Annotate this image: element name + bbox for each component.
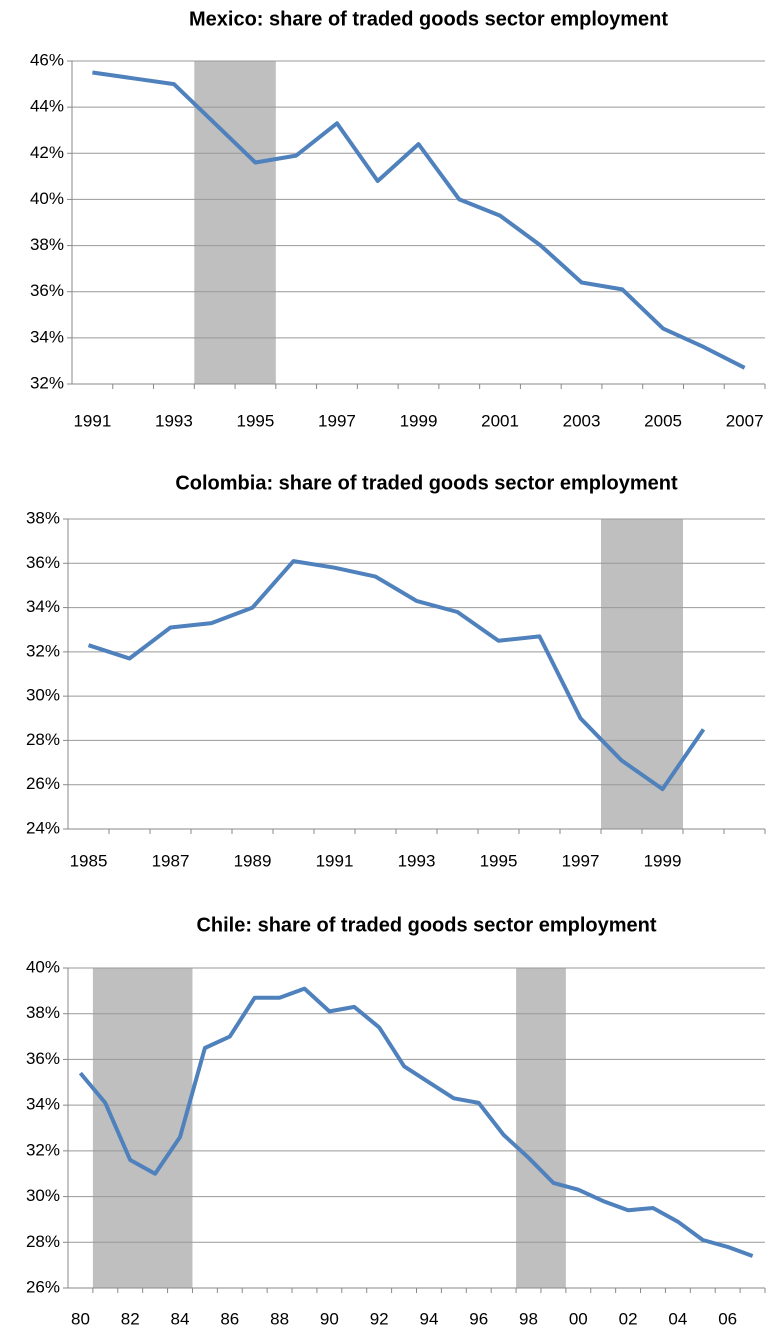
line-series bbox=[92, 70, 746, 370]
line-series bbox=[87, 559, 706, 792]
y-tick-label: 26% bbox=[26, 1277, 60, 1296]
y-tick-label: 30% bbox=[26, 686, 60, 705]
x-tick-label: 1997 bbox=[562, 851, 600, 870]
x-tick-label: 1991 bbox=[316, 851, 354, 870]
y-tick-label: 26% bbox=[26, 774, 60, 793]
chart-title: Colombia: share of traded goods sector e… bbox=[175, 472, 678, 494]
y-tick-label: 34% bbox=[26, 597, 60, 616]
line-series bbox=[78, 986, 754, 1258]
x-tick-label: 1999 bbox=[400, 411, 438, 430]
y-tick-label: 36% bbox=[26, 553, 60, 572]
x-tick-label: 1993 bbox=[398, 851, 436, 870]
shaded-period bbox=[516, 968, 566, 1288]
x-tick-label: 92 bbox=[370, 1309, 389, 1328]
x-tick-label: 1987 bbox=[152, 851, 190, 870]
x-tick-label: 82 bbox=[121, 1309, 140, 1328]
x-tick-label: 1993 bbox=[155, 411, 193, 430]
x-tick-label: 2003 bbox=[563, 411, 601, 430]
x-tick-label: 80 bbox=[71, 1309, 90, 1328]
y-tick-label: 28% bbox=[26, 1232, 60, 1251]
y-tick-label: 32% bbox=[26, 641, 60, 660]
x-tick-label: 90 bbox=[320, 1309, 339, 1328]
x-tick-label: 86 bbox=[220, 1309, 239, 1328]
x-tick-label: 1997 bbox=[318, 411, 356, 430]
y-tick-label: 38% bbox=[30, 235, 64, 254]
y-tick-label: 40% bbox=[30, 189, 64, 208]
x-tick-label: 98 bbox=[519, 1309, 538, 1328]
x-tick-label: 84 bbox=[171, 1309, 190, 1328]
x-tick-label: 2005 bbox=[644, 411, 682, 430]
x-tick-label: 88 bbox=[270, 1309, 289, 1328]
y-tick-label: 42% bbox=[30, 143, 64, 162]
y-tick-label: 28% bbox=[26, 730, 60, 749]
y-tick-label: 24% bbox=[26, 818, 60, 837]
y-tick-label: 34% bbox=[30, 327, 64, 346]
x-tick-label: 2001 bbox=[481, 411, 519, 430]
x-tick-label: 1999 bbox=[644, 851, 682, 870]
x-tick-label: 96 bbox=[469, 1309, 488, 1328]
x-tick-label: 00 bbox=[569, 1309, 588, 1328]
x-tick-label: 1991 bbox=[73, 411, 111, 430]
y-tick-label: 32% bbox=[26, 1140, 60, 1159]
x-tick-label: 1995 bbox=[237, 411, 275, 430]
shaded-period bbox=[92, 968, 193, 1288]
x-tick-label: 04 bbox=[668, 1309, 687, 1328]
y-tick-label: 34% bbox=[26, 1095, 60, 1114]
shaded-period bbox=[194, 61, 276, 384]
shaded-period bbox=[601, 519, 683, 829]
y-tick-label: 46% bbox=[30, 50, 64, 69]
x-tick-label: 94 bbox=[419, 1309, 438, 1328]
x-tick-label: 02 bbox=[619, 1309, 638, 1328]
y-tick-label: 44% bbox=[30, 97, 64, 116]
x-tick-label: 1989 bbox=[234, 851, 272, 870]
y-tick-label: 38% bbox=[26, 1003, 60, 1022]
x-tick-label: 2007 bbox=[726, 411, 764, 430]
x-tick-label: 06 bbox=[718, 1309, 737, 1328]
x-tick-label: 1985 bbox=[70, 851, 108, 870]
y-tick-label: 40% bbox=[26, 957, 60, 976]
chart-title: Chile: share of traded goods sector empl… bbox=[196, 914, 656, 936]
y-tick-label: 30% bbox=[26, 1186, 60, 1205]
y-tick-label: 36% bbox=[30, 281, 64, 300]
y-tick-label: 38% bbox=[26, 508, 60, 527]
x-tick-label: 1995 bbox=[480, 851, 518, 870]
y-tick-label: 36% bbox=[26, 1049, 60, 1068]
y-tick-label: 32% bbox=[30, 373, 64, 392]
chart-title: Mexico: share of traded goods sector emp… bbox=[189, 8, 668, 30]
